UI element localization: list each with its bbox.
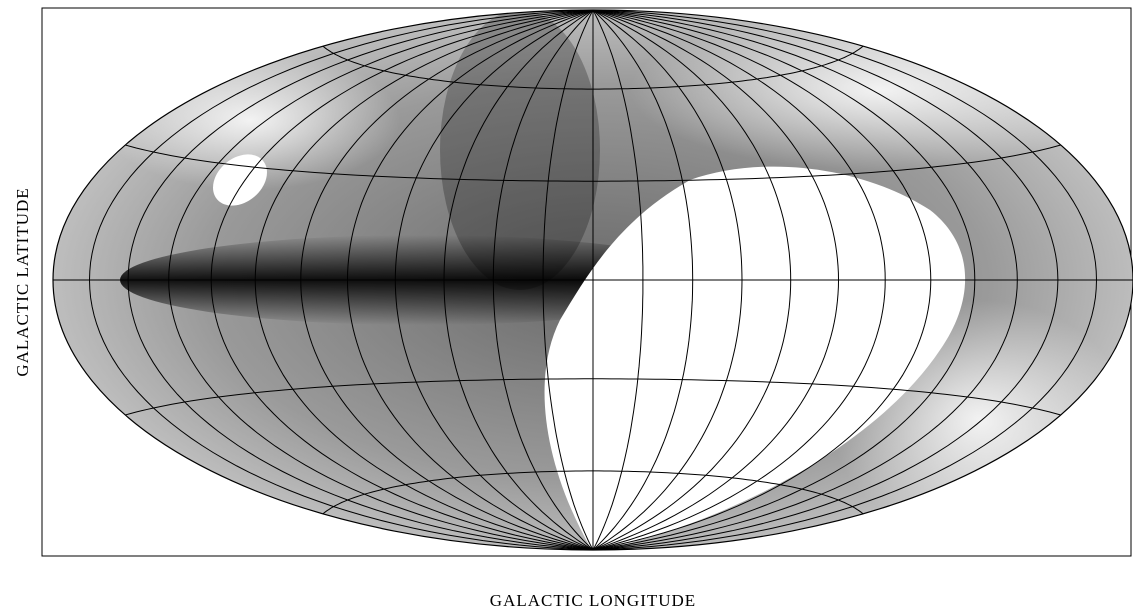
y-axis-label: GALACTIC LATITUDE [13, 187, 32, 376]
sky-map-figure: GALACTIC LATITUDE GALACTIC LONGITUDE [0, 0, 1133, 614]
x-axis-label: GALACTIC LONGITUDE [490, 591, 696, 610]
spur [440, 10, 600, 290]
sky-image [50, 8, 1133, 556]
page: GALACTIC LATITUDE GALACTIC LONGITUDE (()… [0, 0, 1133, 614]
